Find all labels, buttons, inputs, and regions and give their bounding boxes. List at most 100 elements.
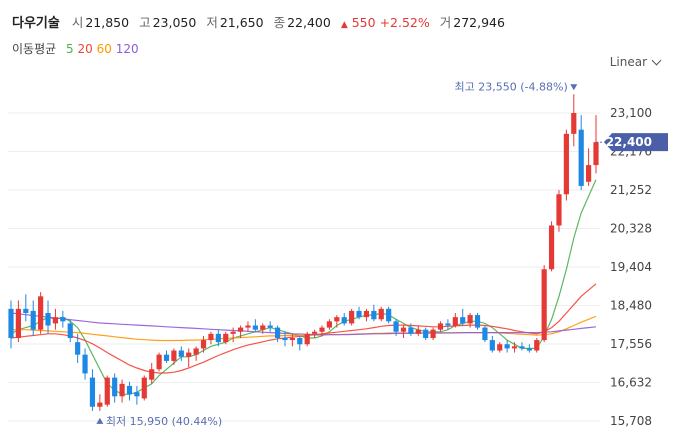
candle-body	[430, 329, 436, 338]
y-tick-label: 17,556	[610, 337, 652, 351]
ma-line-20	[10, 283, 597, 374]
candle-body	[60, 317, 66, 322]
candle-body	[408, 327, 414, 334]
ma-120-label[interactable]: 120	[115, 42, 139, 56]
candle-body	[230, 331, 236, 334]
candle-body	[274, 327, 281, 338]
change-value: ▲ 550 +2.52%	[341, 15, 430, 30]
candle-body	[452, 317, 458, 326]
candle-body	[578, 129, 584, 186]
ma-20-label[interactable]: 20	[77, 42, 93, 56]
candle-body	[215, 333, 221, 343]
ma-line-5	[10, 179, 597, 395]
candle-body	[245, 325, 251, 328]
open-value: 21,850	[85, 15, 130, 30]
candle-body	[208, 333, 214, 341]
candle-body	[334, 317, 340, 322]
candle-body	[482, 327, 488, 341]
candle-body	[82, 354, 88, 374]
candle-body	[8, 308, 14, 338]
candle-body	[252, 325, 258, 330]
candle-body	[260, 325, 266, 330]
candle-body	[586, 165, 592, 182]
y-tick-label: 23,100	[610, 106, 652, 120]
candle-body	[223, 333, 229, 343]
stock-header: 다우기술 시 21,850 고 23,050 저 21,650 종 22,400 ▲ 5…	[12, 12, 511, 31]
candle-body	[112, 377, 118, 397]
candle-body	[178, 350, 184, 357]
low-label: 저	[206, 15, 218, 30]
candle-body	[341, 317, 347, 324]
candle-body	[171, 350, 177, 361]
candle-body	[541, 269, 547, 341]
high-label: 고	[139, 15, 151, 30]
change-percent: +2.52%	[379, 15, 430, 30]
stock-name: 다우기술	[12, 16, 60, 31]
candle-body	[467, 315, 473, 324]
candle-body	[571, 113, 577, 134]
candle-body	[30, 310, 36, 330]
candle-body	[460, 317, 466, 324]
candle-body	[519, 346, 525, 349]
candle-body	[186, 352, 192, 357]
candle-body	[126, 385, 133, 395]
low-marker-label: 최저 15,950 (40.44%)	[106, 415, 222, 428]
candle-body	[415, 329, 421, 334]
candle-body	[349, 310, 355, 324]
candle-body	[193, 348, 199, 355]
open-label: 시	[71, 15, 84, 30]
candle-body	[200, 340, 207, 349]
up-triangle-icon	[96, 417, 104, 424]
candle-body	[237, 327, 244, 332]
candle-body	[326, 321, 333, 328]
candle-body	[282, 338, 288, 341]
y-tick-label: 21,252	[610, 183, 652, 197]
candle-body	[511, 346, 518, 349]
scale-label: Linear	[609, 55, 647, 69]
candle-body	[548, 225, 555, 270]
y-tick-label: 19,404	[610, 260, 652, 274]
candle-body	[363, 310, 370, 318]
volume-label: 거	[439, 15, 452, 30]
candle-body	[67, 323, 73, 338]
candle-body	[38, 296, 44, 330]
current-price-label: 22,400	[606, 135, 652, 149]
scale-selector[interactable]: Linear	[609, 55, 662, 69]
up-triangle-icon: ▲	[340, 20, 348, 30]
ma-5-label[interactable]: 5	[66, 42, 74, 56]
y-tick-label: 16,632	[610, 376, 652, 390]
y-tick-label: 15,708	[610, 414, 652, 428]
candle-body	[371, 310, 377, 320]
candle-body	[497, 344, 503, 351]
candle-body	[386, 308, 392, 322]
candle-body	[267, 325, 273, 328]
candle-body	[593, 142, 599, 166]
candle-body	[400, 327, 407, 332]
candle-body	[134, 392, 140, 397]
candle-body	[89, 377, 96, 407]
close-label: 종	[273, 15, 286, 30]
candle-body	[52, 317, 59, 324]
candle-body	[75, 342, 81, 355]
ma-60-label[interactable]: 60	[96, 42, 112, 56]
high-marker-label: 최고 23,550 (-4.88%)	[455, 80, 568, 93]
volume-value: 272,946	[453, 15, 505, 30]
candle-body	[156, 354, 162, 370]
candle-body	[119, 383, 125, 397]
y-tick-label: 20,328	[610, 222, 652, 236]
candle-body	[304, 333, 310, 345]
moving-average-legend: 이동평균 5 20 60 120	[12, 40, 139, 57]
candle-body	[474, 315, 481, 328]
y-tick-label: 18,480	[610, 299, 652, 313]
candle-body	[23, 308, 29, 313]
candle-body	[445, 323, 451, 326]
current-price-tag	[604, 133, 668, 152]
candle-body	[149, 369, 155, 380]
ma-line-120	[10, 312, 597, 336]
close-value: 22,400	[287, 15, 331, 30]
candle-body	[97, 402, 103, 407]
candle-body	[556, 194, 562, 226]
candle-body	[163, 354, 170, 361]
candle-body	[423, 329, 429, 338]
